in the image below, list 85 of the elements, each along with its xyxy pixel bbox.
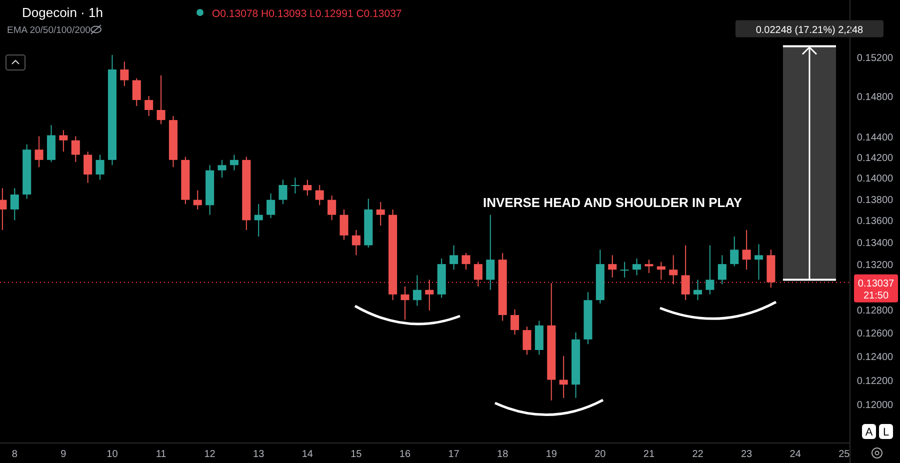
text: L	[882, 426, 890, 438]
candlestick	[132, 78, 141, 106]
x-tick-label: 15	[350, 449, 362, 460]
y-tick-label: 0.12600	[856, 328, 894, 340]
x-tick-label: 24	[790, 449, 802, 460]
candlestick	[462, 252, 470, 270]
candlestick	[315, 184, 324, 206]
candlestick	[328, 195, 336, 221]
x-tick-label: 17	[448, 449, 460, 460]
text: O0.13078 H0.13093 L0.12991 C0.13037	[212, 8, 402, 20]
candlestick	[450, 244, 458, 270]
candlestick	[693, 279, 702, 301]
x-tick-label: 12	[204, 449, 216, 460]
candlestick	[278, 179, 288, 205]
y-tick-label: 0.13600	[856, 216, 894, 228]
candlestick	[400, 286, 410, 320]
candlestick	[474, 261, 482, 288]
candlestick	[632, 258, 642, 276]
y-tick-label: 0.15200	[856, 52, 894, 64]
x-tick-label: 25	[838, 449, 850, 460]
candlestick	[608, 254, 617, 278]
candlestick	[644, 259, 654, 274]
candlestick	[486, 214, 495, 290]
candlestick	[120, 61, 129, 87]
annotation: INVERSE HEAD AND SHOULDER IN PLAY	[483, 195, 742, 210]
candlestick	[352, 229, 360, 256]
candlestick	[254, 204, 263, 238]
candlestick	[340, 208, 348, 240]
candlestick	[96, 154, 104, 180]
x-tick-label: 21	[643, 449, 655, 460]
x-tick-label: 16	[399, 449, 411, 460]
x-tick-label: 18	[497, 449, 509, 460]
x-tick-label: 11	[156, 449, 167, 460]
text: A	[865, 426, 874, 438]
candlestick	[290, 177, 300, 194]
y-tick-label: 0.14800	[856, 92, 894, 104]
candlestick	[522, 326, 532, 356]
candlestick	[71, 136, 80, 162]
x-tick-label: 23	[740, 449, 753, 460]
candlestick	[620, 261, 629, 278]
text: 21:50	[863, 290, 889, 302]
candlestick	[510, 308, 520, 336]
candlestick	[59, 130, 68, 152]
y-tick-label: 0.13800	[856, 194, 894, 206]
x-tick-label: 13	[253, 449, 265, 460]
x-tick-label: 8	[12, 449, 18, 460]
candlestick	[425, 279, 434, 311]
candlestick	[144, 96, 154, 117]
annotation: EMA 20/50/100/200	[7, 25, 90, 36]
x-tick-label: 22	[692, 449, 704, 460]
candlestick	[730, 236, 739, 267]
y-tick-label: 0.14400	[856, 132, 894, 144]
ref-line-label: 0.13037	[858, 278, 895, 290]
chart-title: Dogecoin · 1h	[22, 5, 103, 20]
candlestick	[559, 355, 568, 398]
candlestick	[706, 244, 714, 295]
y-tick-label: 0.13400	[856, 238, 894, 249]
candlestick	[303, 179, 312, 196]
candlestick	[754, 244, 764, 280]
candlestick	[34, 136, 44, 168]
candlestick	[84, 151, 92, 184]
y-tick-label: 0.14200	[856, 152, 894, 164]
candlestick	[718, 254, 726, 285]
candlestick	[681, 244, 690, 301]
candlestick	[230, 154, 238, 171]
candlestick	[412, 274, 422, 306]
candlestick	[266, 192, 276, 219]
y-tick-label: 0.14000	[856, 174, 894, 185]
y-tick-label: 0.13200	[856, 260, 894, 272]
candlestick	[669, 254, 678, 285]
candlestick	[376, 201, 385, 226]
x-tick-label: 19	[546, 449, 558, 460]
y-tick-label: 0.12800	[856, 305, 894, 316]
y-tick-label: 0.12200	[856, 376, 894, 387]
x-tick-label: 9	[60, 449, 67, 460]
candlestick	[156, 74, 166, 125]
candlestick	[10, 188, 19, 221]
x-tick-label: 20	[594, 449, 606, 460]
candlestick	[218, 159, 226, 178]
candlestick	[193, 190, 202, 210]
candlestick	[742, 229, 751, 270]
x-tick-label: 14	[302, 449, 314, 460]
y-tick-label: 0.12000	[856, 400, 894, 412]
x-tick-label: 10	[106, 449, 118, 460]
y-tick-label: 0.12400	[856, 352, 894, 363]
